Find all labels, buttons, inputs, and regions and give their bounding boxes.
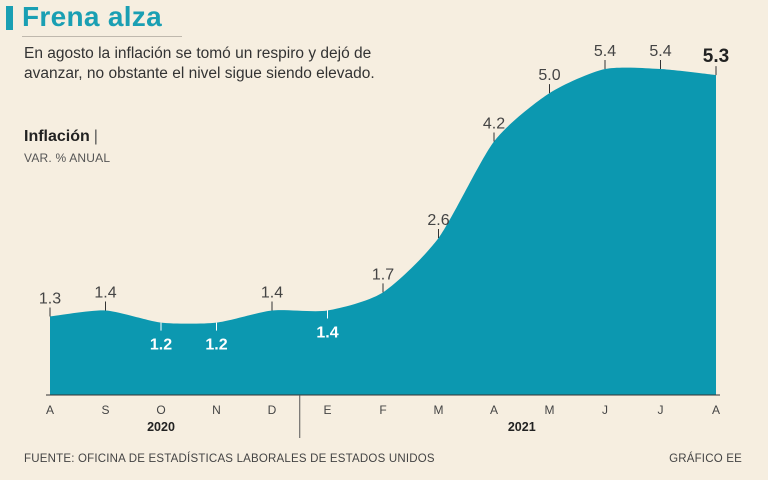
data-label: 2.6 [427, 212, 449, 229]
data-label: 5.0 [538, 67, 560, 84]
measure-separator: | [93, 128, 98, 145]
data-label: 1.7 [372, 266, 394, 283]
x-tick-label: A [712, 403, 720, 417]
x-tick-label: M [434, 403, 444, 417]
x-tick-label: N [212, 403, 221, 417]
unit-label: VAR. % ANUAL [24, 151, 111, 165]
data-label: 4.2 [483, 115, 505, 132]
data-label: 1.4 [261, 284, 283, 301]
data-label: 1.3 [39, 291, 61, 308]
data-label: 5.4 [649, 43, 671, 60]
chart-title: Frena alza [22, 1, 162, 32]
measure-name: Inflación [24, 128, 90, 145]
data-label: 1.2 [205, 337, 227, 354]
data-label: 1.2 [150, 337, 172, 354]
data-label: 1.4 [94, 284, 116, 301]
x-tick-label: O [156, 403, 165, 417]
data-label: 1.4 [316, 324, 338, 341]
chart-subtitle: En agosto la inflación se tomó un respir… [24, 45, 375, 82]
graphic-credit: GRÁFICO EE [669, 453, 742, 465]
title-accent-bar [6, 6, 13, 30]
area-series [50, 67, 716, 396]
x-tick-label: E [323, 403, 331, 417]
plot-area: 1.3 1.4 1.2 1.2 1.4 1.4 1.7 2.6 4.2 5.0 5.4 5.4 5.3 A… [39, 43, 729, 438]
source-note: FUENTE: OFICINA DE ESTADÍSTICAS LABORALE… [24, 453, 435, 465]
data-label: 5.3 [703, 46, 729, 67]
measure-label: Inflación | [24, 128, 98, 146]
x-tick-label: J [658, 403, 664, 417]
x-tick-label: A [490, 403, 498, 417]
x-tick-label: M [545, 403, 555, 417]
x-tick-label: F [379, 403, 386, 417]
x-tick-label: S [101, 403, 109, 417]
x-tick-label: A [46, 403, 54, 417]
year-label: 2021 [508, 420, 536, 434]
year-label: 2020 [147, 420, 175, 434]
x-tick-label: J [602, 403, 608, 417]
data-label: 5.4 [594, 43, 616, 60]
x-tick-label: D [268, 403, 277, 417]
title-underline [22, 36, 182, 37]
